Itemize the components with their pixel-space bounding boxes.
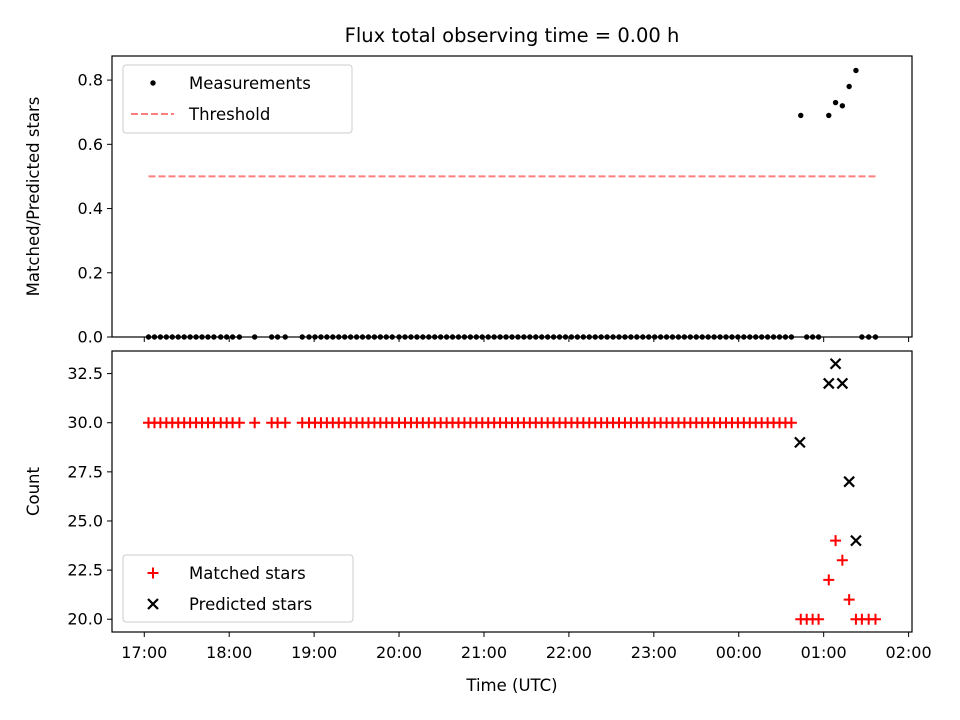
count-x-tick-label: 19:00 <box>291 643 337 662</box>
matched-stars-point <box>869 613 881 625</box>
predicted-stars-point <box>836 377 849 390</box>
count-x-ticks: 17:00 18:00 19:00 20:00 21:00 22:00 23:00 00:00… <box>121 632 932 662</box>
matched-stars-point <box>836 554 848 566</box>
measurements-point <box>798 112 804 119</box>
matched-stars-point <box>249 417 261 429</box>
count-x-tick-label: 21:00 <box>461 643 507 662</box>
count-y-tick-label: 30.0 <box>67 413 103 432</box>
count-x-tick-label: 01:00 <box>801 643 847 662</box>
matched-stars-point <box>233 417 245 429</box>
predicted-stars-point <box>850 534 862 547</box>
count-y-tick-label: 22.5 <box>67 561 103 580</box>
predicted-stars-legend-label: Predicted stars <box>189 595 312 614</box>
matched-stars-point <box>279 417 291 429</box>
matched-stars-point <box>843 594 855 606</box>
ratio-y-tick-label: 0.6 <box>78 135 103 154</box>
count-x-tick-label: 18:00 <box>206 643 252 662</box>
predicted-stars-point <box>822 377 835 390</box>
count-series-layer <box>143 357 881 625</box>
count-y-tick-label: 32.5 <box>67 364 103 383</box>
count-x-tick-label: 22:00 <box>546 643 592 662</box>
x-axis-label: Time (UTC) <box>465 676 557 695</box>
matched-stars-legend-swatch <box>147 567 159 579</box>
count-y-tick-label: 25.0 <box>67 511 103 530</box>
count-y-ticks: 20.0 22.5 25.0 27.5 30.0 32.5 <box>67 364 112 629</box>
count-x-tick-label: 02:00 <box>886 643 932 662</box>
ratio-y-tick-label: 0.8 <box>78 71 103 90</box>
ratio-y-tick-label: 0.4 <box>78 199 103 218</box>
measurements-point <box>846 83 852 90</box>
predicted-stars-point <box>794 436 806 449</box>
ratio-y-tick-label: 0.2 <box>78 263 103 282</box>
count-plot: 20.0 22.5 25.0 27.5 30.0 32.5 17:00 18:00 19:00… <box>24 350 932 695</box>
count-y-axis-label: Count <box>24 466 43 516</box>
count-x-tick-label: 00:00 <box>716 643 762 662</box>
count-y-tick-label: 27.5 <box>67 462 103 481</box>
threshold-legend-label: Threshold <box>188 105 270 124</box>
chart-title: Flux total observing time = 0.00 h <box>345 24 680 47</box>
count-legend-box <box>122 554 354 623</box>
predicted-stars-legend-swatch <box>147 598 159 610</box>
count-x-tick-label: 17:00 <box>121 643 167 662</box>
measurements-point <box>839 103 846 109</box>
measurements-legend-label: Measurements <box>189 74 311 93</box>
ratio-plot-frame <box>111 55 913 338</box>
ratio-legend-box <box>122 64 353 134</box>
measurements-point <box>853 67 859 74</box>
matched-stars-legend-label: Matched stars <box>189 564 306 583</box>
matched-stars-point <box>823 574 835 586</box>
ratio-y-tick-label: 0.0 <box>78 328 103 347</box>
ratio-y-axis-label: Matched/Predicted stars <box>24 97 43 297</box>
matched-stars-point <box>785 417 797 429</box>
measurements-point <box>832 99 839 106</box>
predicted-stars-point <box>843 475 855 488</box>
ratio-legend: Measurements Threshold <box>122 64 353 134</box>
count-y-tick-label: 20.0 <box>67 610 103 629</box>
ratio-plot: 0.00.20.40.60.8 Matched/Predicted stars … <box>24 55 913 347</box>
count-legend: Matched stars Predicted stars <box>122 554 354 623</box>
measurements-point <box>826 112 832 119</box>
count-x-tick-label: 20:00 <box>376 643 422 662</box>
count-plot-frame <box>111 350 913 633</box>
matched-stars-point <box>813 613 825 625</box>
ratio-x-ticks <box>143 337 910 342</box>
measurements-legend-swatch <box>150 80 156 86</box>
count-x-tick-label: 23:00 <box>631 643 677 662</box>
predicted-stars-point <box>829 357 842 370</box>
matched-stars-point <box>830 535 842 547</box>
ratio-y-ticks: 0.0 0.2 0.4 0.6 0.8 <box>78 71 112 347</box>
